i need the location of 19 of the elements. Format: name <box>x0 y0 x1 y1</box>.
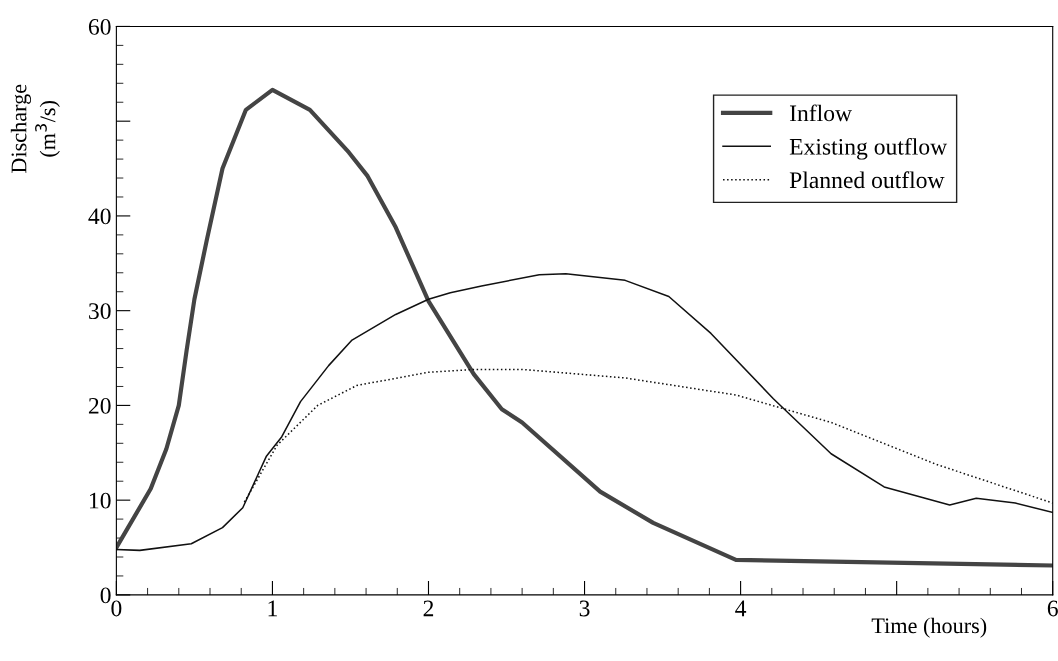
x-tick-label: 4 <box>735 600 747 617</box>
legend-label: Planned outflow <box>789 171 945 189</box>
y-tick-label: 10 <box>89 492 111 509</box>
x-tick-label: 1 <box>268 600 277 617</box>
legend-label: Inflow <box>789 104 852 122</box>
y-tick-label: 30 <box>89 303 111 320</box>
line-series <box>116 272 1053 552</box>
legend-label: Existing outflow <box>789 137 948 160</box>
y-tick-label: 20 <box>88 397 111 414</box>
x-tick-label: 0 <box>111 600 122 617</box>
x-tick-label: 3 <box>579 600 590 617</box>
y-axis-title: Discharge (m$^{3}$/s) <box>10 84 60 173</box>
x-tick-label: 6 <box>1047 600 1058 617</box>
x-tick-label: 2 <box>423 600 434 617</box>
y-tick-label: 40 <box>88 208 111 225</box>
x-axis-title: Time (hours) <box>871 617 987 638</box>
line-series <box>116 87 1053 568</box>
y-tick-label: 0 <box>100 587 111 604</box>
y-tick-label: 60 <box>88 18 111 35</box>
